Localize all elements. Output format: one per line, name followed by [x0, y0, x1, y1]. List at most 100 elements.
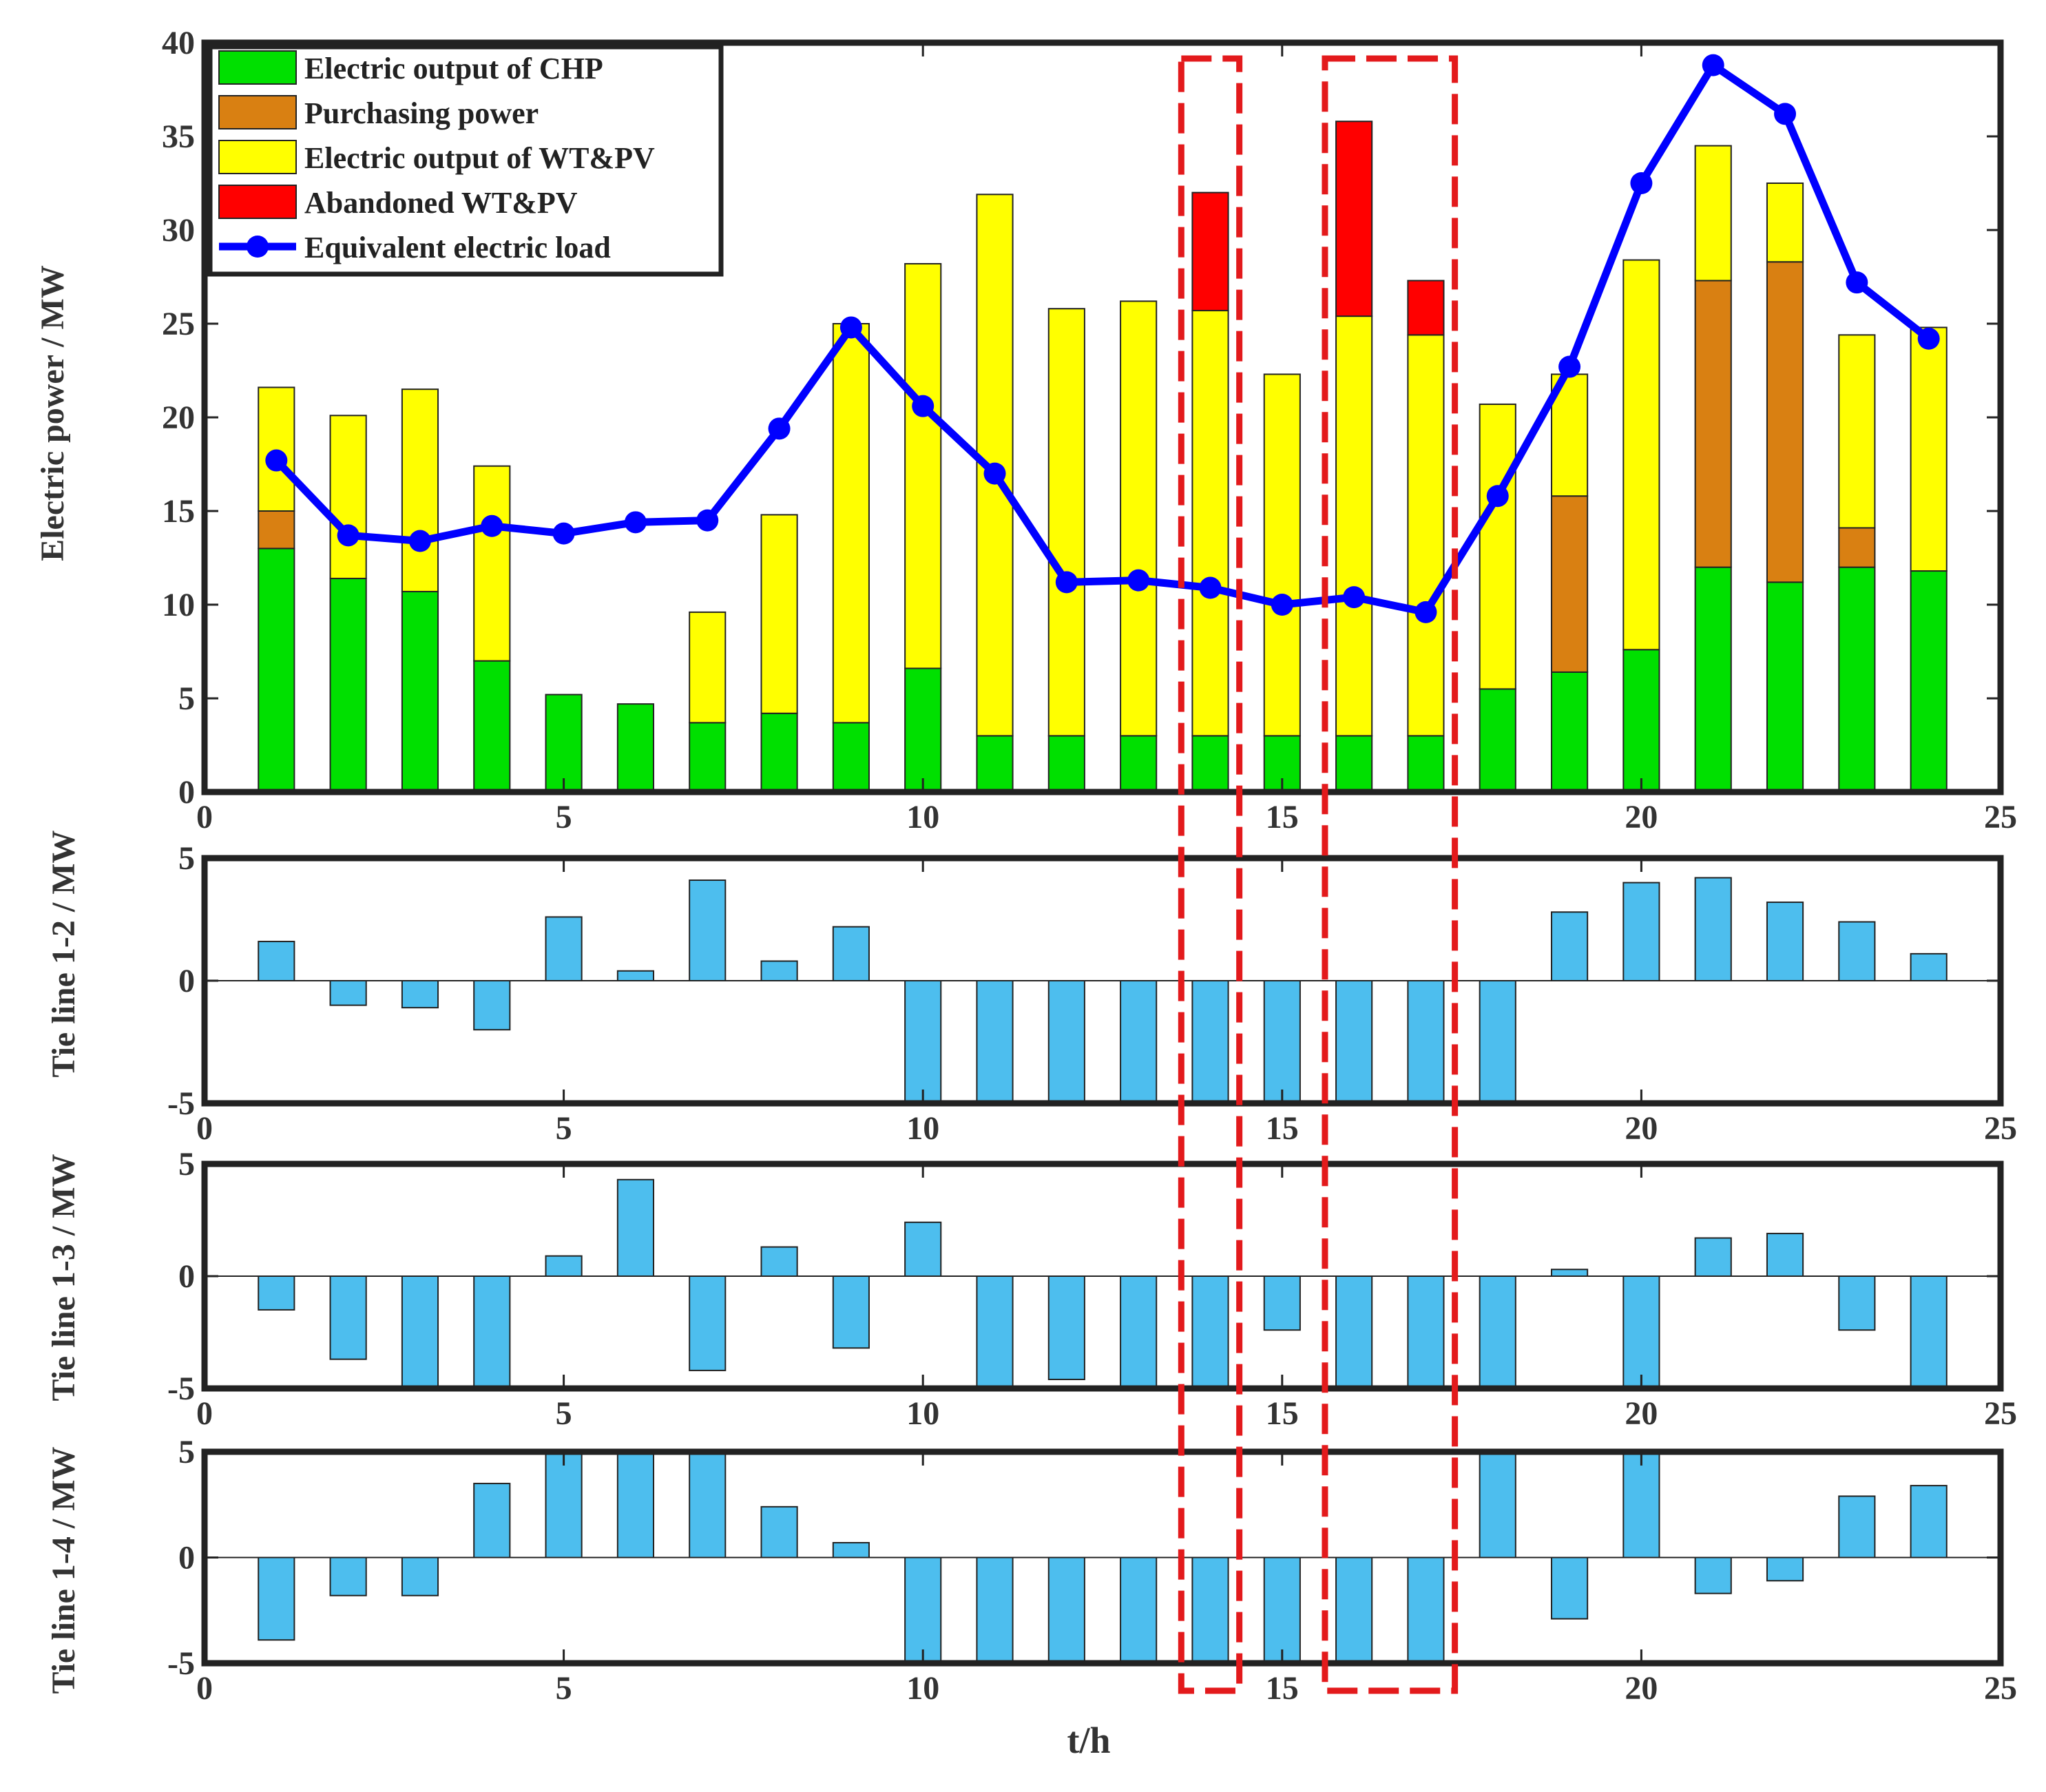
load-point-t20: [1630, 172, 1653, 194]
load-point-t21: [1702, 54, 1724, 76]
bar-t5: [545, 1255, 583, 1278]
bar-t11: [976, 980, 1014, 1104]
equivalent-load-line: [273, 61, 1932, 616]
bar-t6: [616, 1178, 655, 1277]
bar-electric-output-of-wt-pv-t16: [1335, 315, 1373, 737]
load-point-t6: [624, 511, 647, 534]
y-tick-label: 5: [178, 840, 195, 877]
bar-electric-output-of-chp-t5: [545, 694, 583, 793]
x-tick-label: 10: [906, 1395, 939, 1432]
y-tick-label: 30: [162, 212, 195, 249]
y-tick-label: 5: [178, 1146, 195, 1182]
bar-t1: [258, 941, 295, 982]
legend-label: Abandoned WT&PV: [304, 186, 578, 220]
load-point-t7: [696, 509, 719, 532]
y-tick-label: 40: [162, 25, 195, 61]
y-tick-label: 0: [178, 1540, 195, 1576]
highlight-box-1: [1178, 55, 1243, 1694]
bar-t20: [1622, 1451, 1660, 1559]
x-tick-label: 25: [1984, 799, 2017, 835]
bar-t20: [1622, 1275, 1660, 1389]
bar-electric-output-of-wt-pv-t23: [1838, 334, 1876, 529]
bar-t9: [832, 1542, 870, 1559]
bar-electric-output-of-chp-t10: [904, 667, 942, 793]
bar-electric-output-of-chp-t12: [1047, 735, 1085, 793]
bar-t3: [401, 1275, 439, 1389]
bar-t4: [473, 1483, 511, 1559]
x-tick-label: 25: [1984, 1110, 2017, 1147]
bar-t5: [545, 916, 583, 981]
legend: Electric output of CHP Purchasing power El…: [207, 44, 724, 277]
bar-electric-output-of-wt-pv-t9: [832, 323, 870, 724]
y-tick-label: 5: [178, 680, 195, 717]
bar-electric-output-of-wt-pv-t7: [689, 611, 727, 724]
bar-electric-output-of-wt-pv-t17: [1407, 334, 1445, 737]
bar-t6: [616, 1451, 655, 1559]
x-tick-label: 10: [906, 1670, 939, 1707]
bar-electric-output-of-chp-t13: [1120, 735, 1158, 793]
bar-electric-output-of-wt-pv-t8: [760, 514, 798, 714]
bar-t2: [329, 1275, 367, 1360]
x-tick-label: 10: [906, 1110, 939, 1147]
x-tick-label: 15: [1266, 1395, 1299, 1432]
bar-t7: [689, 1275, 727, 1371]
y-tick-label: -5: [167, 1645, 195, 1682]
bar-t24: [1910, 1275, 1948, 1389]
y-tick-label: 5: [178, 1434, 195, 1470]
bar-t19: [1551, 1269, 1589, 1277]
bar-t14: [1191, 1556, 1229, 1664]
load-point-t5: [552, 522, 575, 545]
x-tick-label: 20: [1625, 799, 1658, 835]
bar-t10: [904, 980, 942, 1104]
bar-t2: [329, 1556, 367, 1596]
bar-abandoned-wt-pv-t17: [1407, 280, 1445, 336]
bar-t17: [1407, 1275, 1445, 1389]
load-point-t8: [768, 417, 791, 440]
bar-t24: [1910, 952, 1948, 981]
bar-electric-output-of-chp-t3: [401, 590, 439, 793]
legend-swatch-load-marker: [247, 236, 269, 258]
y-axis-label: Electric power / MW: [34, 265, 71, 561]
bar-purchasing-power-t19: [1551, 495, 1589, 673]
y-axis-label: Tie line 1-2 / MW: [45, 830, 82, 1077]
x-tick-label: 15: [1266, 1110, 1299, 1147]
y-tick-label: 20: [162, 399, 195, 436]
bar-electric-output-of-wt-pv-t14: [1191, 309, 1229, 737]
bar-t2: [329, 980, 367, 1006]
bar-electric-output-of-wt-pv-t15: [1263, 373, 1301, 737]
bar-t13: [1120, 1275, 1158, 1389]
load-point-t2: [337, 524, 359, 547]
bar-t23: [1838, 1495, 1876, 1559]
load-point-t16: [1343, 586, 1366, 609]
x-tick-label: 10: [906, 799, 939, 835]
bar-t22: [1766, 1556, 1804, 1582]
x-tick-label: 15: [1266, 1670, 1299, 1707]
load-point-t22: [1774, 103, 1797, 125]
x-tick-label: 5: [556, 1395, 572, 1432]
bar-t1: [258, 1556, 295, 1641]
highlight-boxes: [1178, 55, 1459, 1694]
bar-electric-output-of-wt-pv-t12: [1047, 308, 1085, 737]
x-tick-label: 20: [1625, 1395, 1658, 1432]
y-tick-label: 15: [162, 493, 195, 530]
legend-swatch-abandoned-wt-pv: [218, 185, 297, 219]
bar-t20: [1622, 882, 1660, 981]
electric-power-chart: 0 5 10 15 20 25 30 35 40 0 5 10 15 20 25 Electric power…: [34, 25, 2017, 835]
bar-electric-output-of-chp-t20: [1622, 649, 1660, 793]
bar-electric-output-of-chp-t8: [760, 712, 798, 793]
load-point-t10: [912, 395, 935, 417]
bar-electric-output-of-wt-pv-t21: [1694, 145, 1732, 282]
y-axis-label: Tie line 1-3 / MW: [45, 1154, 82, 1401]
y-tick-label: 25: [162, 306, 195, 342]
bar-t15: [1263, 1275, 1301, 1331]
load-point-t19: [1558, 355, 1581, 378]
legend-label: Equivalent electric load: [304, 231, 611, 264]
x-axis-label: t/h: [1067, 1720, 1110, 1761]
y-axis-label: Tie line 1-4 / MW: [45, 1446, 82, 1694]
y-tick-label: 0: [178, 1258, 195, 1295]
x-tick-label: 0: [196, 1670, 213, 1707]
bar-t17: [1407, 1556, 1445, 1664]
x-tick-label: 25: [1984, 1670, 2017, 1707]
